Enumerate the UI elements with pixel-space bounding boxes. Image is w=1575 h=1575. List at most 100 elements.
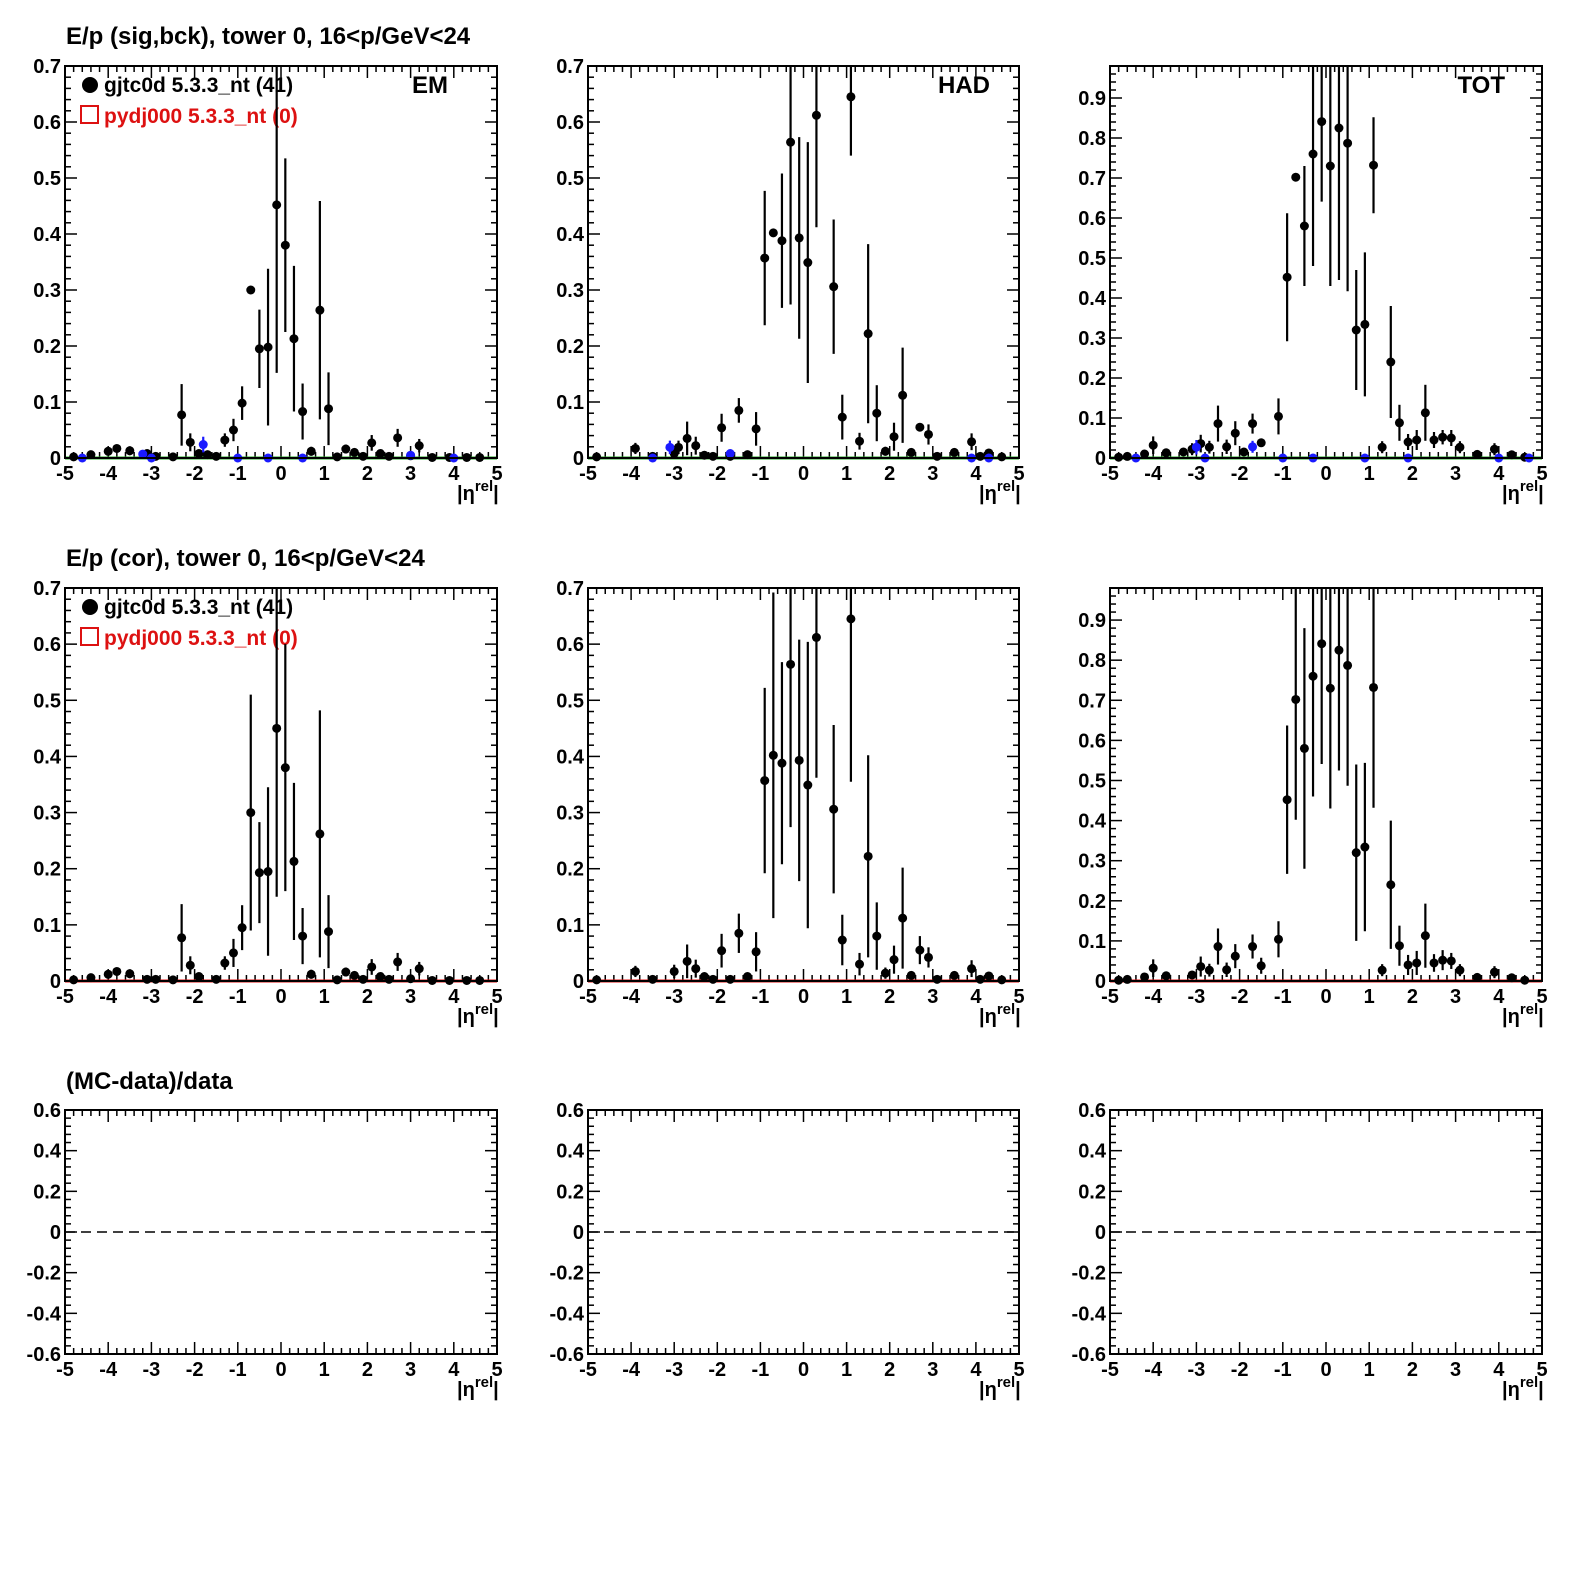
- data-point: [69, 975, 79, 985]
- data-point: [315, 305, 325, 315]
- x-tick-label: 3: [405, 463, 416, 485]
- data-point: [1239, 447, 1249, 457]
- background-point: [138, 449, 148, 459]
- data-point: [324, 404, 334, 414]
- data-point: [1161, 971, 1171, 981]
- x-tick-label: 3: [927, 463, 938, 485]
- data-point: [306, 446, 316, 456]
- x-tick-label: -3: [143, 1359, 161, 1381]
- x-tick-label: 5: [491, 463, 502, 485]
- plot-ratio_em: -5 -4 -3 -2 -1 0 1 2 3 4 5 -0.6 -0.4 -0.2 0 0.2 0.4 0.6 |η…: [27, 1100, 503, 1401]
- y-tick-label: 0: [1095, 1222, 1106, 1244]
- y-tick-label: 0: [1095, 448, 1106, 470]
- data-point: [185, 437, 195, 447]
- x-tick-label: 1: [1364, 986, 1375, 1008]
- data-point: [289, 334, 299, 344]
- plot-had_sigbck: -5 -4 -3 -2 -1 0 1 2 3 4 5 0 0.1 0.2 0.3 0.4 0.5 0.6 0.7 |η…: [556, 56, 1024, 505]
- x-axis-label-base: |η: [1502, 483, 1520, 505]
- x-axis-label-base: |η: [1502, 1379, 1520, 1401]
- x-axis-label: |ηrel|: [979, 1374, 1021, 1401]
- data-point: [203, 450, 213, 460]
- y-tick-label: 0.6: [33, 1100, 61, 1122]
- y-tick-label: 0: [1095, 971, 1106, 993]
- y-tick-label: -0.2: [27, 1263, 61, 1285]
- y-tick-label: 0.3: [1078, 851, 1106, 873]
- data-point: [1472, 972, 1482, 982]
- x-tick-label: -4: [1144, 463, 1163, 485]
- x-tick-label: -5: [56, 1359, 74, 1381]
- data-point: [768, 228, 778, 238]
- data-point: [315, 829, 325, 839]
- x-tick-label: -4: [622, 463, 641, 485]
- y-tick-label: 0.1: [33, 915, 61, 937]
- data-point: [349, 447, 359, 457]
- y-tick-label: 0.4: [1078, 288, 1107, 310]
- data-point: [1282, 795, 1292, 805]
- data-point: [1429, 958, 1439, 968]
- x-tick-label: 5: [1536, 1359, 1547, 1381]
- y-tick-label: 0.3: [33, 280, 61, 302]
- data-point: [1438, 432, 1448, 442]
- y-tick-label: 0.6: [1078, 1100, 1106, 1122]
- x-tick-label: 0: [1320, 463, 1331, 485]
- data-point: [811, 110, 821, 120]
- y-tick-label: 0.6: [1078, 208, 1106, 230]
- data-point: [358, 451, 368, 461]
- x-tick-label: -2: [186, 463, 204, 485]
- x-axis-label-sup: rel: [1520, 1001, 1538, 1018]
- y-tick-label: 0.7: [1078, 168, 1106, 190]
- x-tick-label: 4: [448, 986, 460, 1008]
- y-tick-label: 0.1: [33, 392, 61, 414]
- data-point: [1429, 435, 1439, 445]
- y-tick-label: 0.9: [1078, 610, 1106, 632]
- data-point: [375, 972, 385, 982]
- x-tick-label: 1: [841, 463, 852, 485]
- x-axis-label-sup: rel: [1520, 1374, 1538, 1391]
- data-point: [1472, 449, 1482, 459]
- data-point: [880, 968, 890, 978]
- plot-frame: [1109, 587, 1543, 982]
- x-tick-label: 3: [1450, 463, 1461, 485]
- data-point: [384, 974, 394, 984]
- data-point: [1222, 442, 1232, 452]
- plot-ratio_tot: -5 -4 -3 -2 -1 0 1 2 3 4 5 -0.6 -0.4 -0.2 0 0.2 0.4 0.6 |η…: [1072, 1100, 1548, 1401]
- data-point: [923, 429, 933, 439]
- plot-tot_sigbck: -5 -4 -3 -2 -1 0 1 2 3 4 5 0 0.1 0.2 0.3 0.4 0.5 0.6 0.7 0.…: [1078, 65, 1548, 505]
- x-axis-label-end: |: [1538, 483, 1544, 505]
- data-point: [872, 408, 882, 418]
- data-point: [298, 931, 308, 941]
- x-axis-label-sup: rel: [997, 1001, 1015, 1018]
- data-point: [725, 974, 735, 984]
- x-axis-label-sup: rel: [475, 478, 493, 495]
- x-tick-label: -2: [1231, 463, 1249, 485]
- data-point: [298, 407, 308, 417]
- data-point: [846, 614, 856, 624]
- x-axis-label-base: |η: [457, 1379, 475, 1401]
- data-point: [751, 947, 761, 957]
- data-point: [984, 971, 994, 981]
- x-tick-label: -3: [665, 1359, 683, 1381]
- data-point: [691, 441, 701, 451]
- data-point: [1317, 117, 1327, 127]
- x-axis-label: |ηrel|: [1502, 1374, 1544, 1401]
- legend-data-label: gjtc0d 5.3.3_nt (41): [104, 596, 293, 619]
- legend-row1: gjtc0d 5.3.3_nt (41) pydj000 5.3.3_nt (0…: [80, 74, 298, 128]
- background-point: [1248, 442, 1258, 452]
- x-axis-label-end: |: [1015, 483, 1021, 505]
- x-tick-label: -4: [1144, 986, 1163, 1008]
- y-tick-label: 0.5: [556, 168, 584, 190]
- data-point: [1455, 442, 1465, 452]
- data-point: [1248, 419, 1258, 429]
- data-point: [1351, 848, 1361, 858]
- data-point: [349, 970, 359, 980]
- x-tick-label: -1: [752, 1359, 770, 1381]
- x-axis-label-base: |η: [979, 1379, 997, 1401]
- data-point: [1369, 160, 1379, 170]
- data-point: [682, 956, 692, 966]
- data-point: [1222, 965, 1232, 975]
- data-point: [768, 750, 778, 760]
- data-point: [889, 432, 899, 442]
- x-tick-label: 5: [1013, 463, 1024, 485]
- row3-title: (MC-data)/data: [66, 1068, 233, 1095]
- x-tick-label: -5: [56, 986, 74, 1008]
